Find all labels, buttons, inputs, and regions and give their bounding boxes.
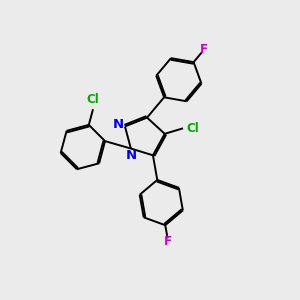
Text: N: N bbox=[113, 118, 124, 130]
Text: F: F bbox=[164, 235, 172, 248]
Text: N: N bbox=[126, 148, 137, 161]
Text: Cl: Cl bbox=[87, 93, 99, 106]
Text: F: F bbox=[200, 43, 208, 56]
Text: Cl: Cl bbox=[186, 122, 199, 135]
